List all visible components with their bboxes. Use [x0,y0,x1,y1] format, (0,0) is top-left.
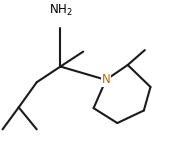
Text: N: N [102,73,110,86]
Text: NH$_2$: NH$_2$ [49,3,72,18]
